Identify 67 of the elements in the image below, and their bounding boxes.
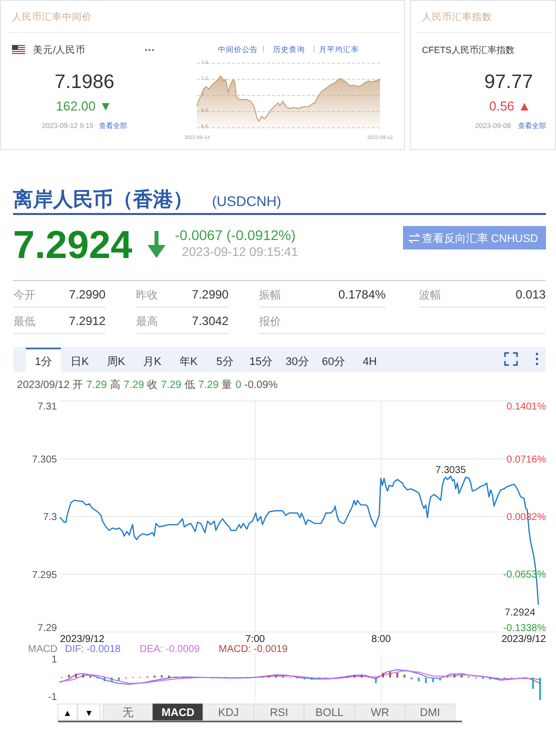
annotation: 7.2924 xyxy=(504,607,536,618)
text: DEA: -0.0009 xyxy=(140,644,200,655)
text: 无 xyxy=(122,707,134,719)
y2-tick-label: 0.1401% xyxy=(506,402,546,412)
text: 97.77 xyxy=(484,71,533,93)
text: 振幅 xyxy=(259,290,281,302)
y-tick-label: 7.305 xyxy=(32,454,58,466)
x-tick-label: 2023/9/12 xyxy=(60,634,105,645)
x-tick-label: 8:00 xyxy=(371,634,392,645)
text: 7.1986 xyxy=(54,71,114,93)
text: DMI xyxy=(420,707,440,719)
text: 人民币汇率中间价 xyxy=(12,11,92,23)
text: 昨收 xyxy=(136,290,158,302)
text: 7.2990 xyxy=(192,288,229,302)
text: 0.56 ▲ xyxy=(489,98,531,114)
chart-title: MACD xyxy=(28,644,58,655)
text: 4H xyxy=(362,356,377,368)
text: CFETS人民币汇率指数 xyxy=(422,45,515,55)
text: 美元/人民币 xyxy=(33,44,86,56)
text: 月K xyxy=(143,356,162,368)
text: 查看反向汇率 CNHUSD xyxy=(422,232,538,245)
y-tick-label: -1 xyxy=(48,692,58,703)
text: KDJ xyxy=(218,707,239,719)
text: 0.1784% xyxy=(338,288,386,302)
text: 周K xyxy=(106,356,126,368)
annotation: 7.3035 xyxy=(435,465,466,476)
text: 5分 xyxy=(216,356,234,368)
text: 最高 xyxy=(136,315,158,328)
text: 最低 xyxy=(14,316,36,328)
text: 162.00 ▼ xyxy=(56,98,112,114)
text: BOLL xyxy=(315,707,344,719)
text: ▲ xyxy=(63,708,72,718)
text: 2023/09/12 开 7.29 高 7.29 收 7.29 低 7.29 量 0 -0.09% xyxy=(17,379,278,391)
text: 今开 xyxy=(14,290,36,302)
text: 波幅 xyxy=(418,288,441,302)
y-tick-label: 1 xyxy=(51,654,58,666)
text: 30分 xyxy=(286,356,309,368)
text: 2023-09-12 09:15:41 xyxy=(182,245,298,259)
text: 年K xyxy=(179,356,198,368)
text: 1分 xyxy=(34,356,52,368)
text: MACD: -0.0019 xyxy=(218,644,288,655)
x-tick-label: 2023/9/12 xyxy=(502,634,546,645)
text: 7.2990 xyxy=(68,288,106,302)
x-tick-label: 7:00 xyxy=(245,634,266,645)
text: 7.2912 xyxy=(68,314,106,328)
text: DIF: -0.0018 xyxy=(65,644,122,655)
text: 15分 xyxy=(249,356,273,368)
text: 7.2924 xyxy=(13,224,133,267)
chart-subtitle: (USDCNH) xyxy=(212,193,282,209)
text: MACD xyxy=(162,707,195,719)
y2-tick-label: -0.1338% xyxy=(503,623,546,634)
text: 7.3042 xyxy=(192,314,229,328)
y2-tick-label: 0.0716% xyxy=(506,454,546,466)
y-tick-label: 7.31 xyxy=(38,402,58,412)
y-tick-label: 7.29 xyxy=(38,623,58,634)
y-tick-label: 7.3 xyxy=(43,512,58,523)
text: WR xyxy=(370,707,390,719)
chart-title: 离岸人民币（香港） xyxy=(12,188,193,211)
text: 人民币汇率指数 xyxy=(422,11,492,23)
text: 0.013 xyxy=(516,288,546,302)
text: RSI xyxy=(270,707,288,719)
text: 报价 xyxy=(258,316,281,328)
text: -0.0067 (-0.0912%) xyxy=(175,227,296,243)
text: 日K xyxy=(70,356,90,368)
text: ▼ xyxy=(84,708,94,718)
text: 60分 xyxy=(322,356,346,368)
y-tick-label: 7.295 xyxy=(32,570,58,581)
